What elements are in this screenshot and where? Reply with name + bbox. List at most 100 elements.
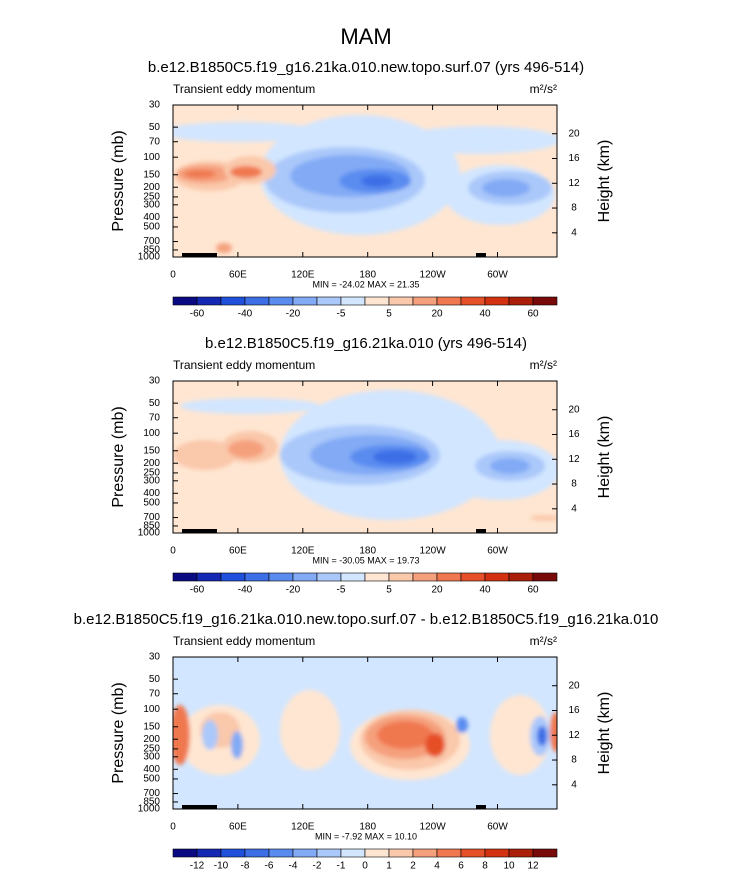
y2-tick-label: 8 <box>571 203 577 214</box>
y2-tick-label: 8 <box>571 755 577 766</box>
colorbar-box <box>244 296 270 306</box>
x-tick-label: 60E <box>229 822 247 833</box>
y-tick-label: 500 <box>143 222 160 233</box>
colorbar-box <box>436 296 462 306</box>
x-tick-label: 60W <box>487 546 508 557</box>
colorbar-box <box>196 848 222 858</box>
contour-field <box>173 381 557 533</box>
colorbar-box <box>364 572 390 582</box>
colorbar-box <box>364 296 390 306</box>
colorbar-box <box>292 572 318 582</box>
y-tick-label: 100 <box>143 152 160 163</box>
panel-subtitle: b.e12.B1850C5.f19_g16.21ka.010 (yrs 496-… <box>205 335 527 352</box>
colorbar-label: 6 <box>458 861 464 872</box>
colorbar-label: 0 <box>362 861 368 872</box>
y2-tick-label: 4 <box>571 503 577 514</box>
colorbar-box <box>364 848 390 858</box>
x-tick-label: 60E <box>229 546 247 557</box>
colorbar-box <box>172 572 198 582</box>
y-tick-label: 1000 <box>138 804 161 815</box>
colorbar-box <box>268 296 294 306</box>
colorbar-box <box>316 572 342 582</box>
colorbar-box <box>316 296 342 306</box>
y2-tick-label: 12 <box>568 454 580 465</box>
colorbar-label: -12 <box>190 861 205 872</box>
colorbar-label: 1 <box>386 861 392 872</box>
y-tick-label: 400 <box>143 212 160 223</box>
y-tick-label: 50 <box>149 398 161 409</box>
colorbar-box <box>532 572 558 582</box>
y-tick-label: 850 <box>143 245 160 256</box>
plot-frame <box>172 380 558 534</box>
plot-frame <box>172 656 558 810</box>
colorbar-box <box>340 848 366 858</box>
y-tick-label: 50 <box>149 122 161 133</box>
y-tick-label: 150 <box>143 169 160 180</box>
colorbar-box <box>220 848 246 858</box>
colorbar-box <box>220 296 246 306</box>
units-label: m²/s² <box>530 358 557 372</box>
colorbar-box <box>388 296 414 306</box>
y-tick-label: 250 <box>143 468 160 479</box>
colorbar-label: 10 <box>503 861 515 872</box>
colorbar-box <box>340 296 366 306</box>
y2-tick-label: 12 <box>568 730 580 741</box>
y-tick-label: 300 <box>143 475 160 486</box>
y2-axis-label: Height (km) <box>596 692 613 775</box>
min-max-label: MIN = -30.05 MAX = 19.73 <box>312 555 419 565</box>
colorbar-label: -5 <box>337 585 346 596</box>
x-tick-label: 120E <box>291 546 315 557</box>
y2-tick-label: 12 <box>568 178 580 189</box>
colorbar-label: 60 <box>527 309 539 320</box>
colorbar-box <box>292 848 318 858</box>
colorbar-label: 20 <box>431 309 443 320</box>
colorbar-label: 2 <box>410 861 416 872</box>
colorbar-box <box>196 296 222 306</box>
colorbar-box <box>484 572 510 582</box>
x-tick-label: 120W <box>420 822 447 833</box>
y2-tick-label: 16 <box>568 429 580 440</box>
colorbar-label: -2 <box>313 861 322 872</box>
y-tick-label: 200 <box>143 182 160 193</box>
y-tick-label: 500 <box>143 774 160 785</box>
variable-label: Transient eddy momentum <box>173 82 315 96</box>
colorbar-box <box>412 572 438 582</box>
colorbar-box <box>508 848 534 858</box>
y-tick-label: 850 <box>143 797 160 808</box>
colorbar-box <box>220 572 246 582</box>
colorbar-label: -40 <box>238 309 253 320</box>
x-tick-label: 60W <box>487 822 508 833</box>
colorbar-label: 60 <box>527 585 539 596</box>
colorbar-label: -20 <box>286 309 301 320</box>
y-tick-label: 30 <box>149 376 161 387</box>
colorbar-box <box>532 296 558 306</box>
y-tick-label: 300 <box>143 751 160 762</box>
colorbar-label: -10 <box>214 861 229 872</box>
y-axis-label: Pressure (mb) <box>110 130 127 231</box>
y2-tick-label: 20 <box>568 128 580 139</box>
colorbar-box <box>460 296 486 306</box>
colorbar-box <box>508 296 534 306</box>
y2-tick-label: 4 <box>571 779 577 790</box>
colorbar-label: 5 <box>386 585 392 596</box>
colorbar-box <box>244 572 270 582</box>
y-tick-label: 30 <box>149 100 161 111</box>
colorbar-label: 5 <box>386 309 392 320</box>
colorbar-box <box>388 848 414 858</box>
colorbar-box <box>340 572 366 582</box>
colorbar-box <box>316 848 342 858</box>
units-label: m²/s² <box>530 82 557 96</box>
x-tick-label: 0 <box>170 546 176 557</box>
x-tick-label: 120W <box>420 546 447 557</box>
y-tick-label: 70 <box>149 688 161 699</box>
y2-tick-label: 16 <box>568 705 580 716</box>
y-tick-label: 150 <box>143 445 160 456</box>
colorbar-label: -8 <box>241 861 250 872</box>
colorbar-label: 40 <box>479 309 491 320</box>
y-tick-label: 700 <box>143 512 160 523</box>
colorbar-box <box>436 572 462 582</box>
colorbar-label: -20 <box>286 585 301 596</box>
y2-tick-label: 20 <box>568 404 580 415</box>
y-tick-label: 150 <box>143 721 160 732</box>
